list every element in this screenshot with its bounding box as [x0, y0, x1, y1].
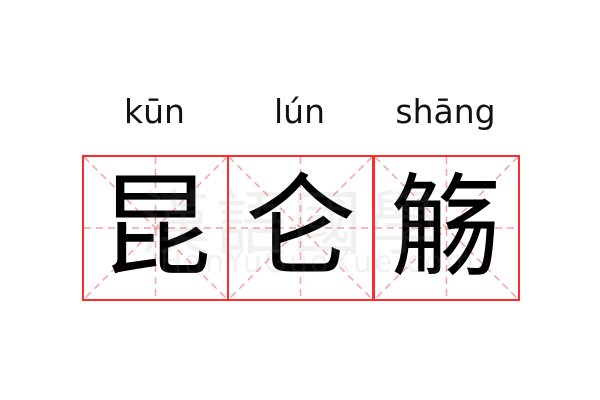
char-box-2: 仑: [227, 155, 374, 301]
character: 昆: [99, 163, 212, 293]
grid-guides: [375, 157, 518, 299]
char-box-3: 觞: [373, 155, 520, 301]
grid-guides: [229, 157, 372, 299]
grid-guides: [84, 157, 227, 299]
character: 仑: [244, 163, 357, 293]
pinyin-lun: lún: [274, 92, 325, 131]
char-box-1: 昆: [82, 155, 229, 301]
character: 觞: [390, 163, 503, 293]
pinyin-shang: shāng: [395, 92, 496, 131]
pinyin-kun: kūn: [124, 92, 185, 131]
